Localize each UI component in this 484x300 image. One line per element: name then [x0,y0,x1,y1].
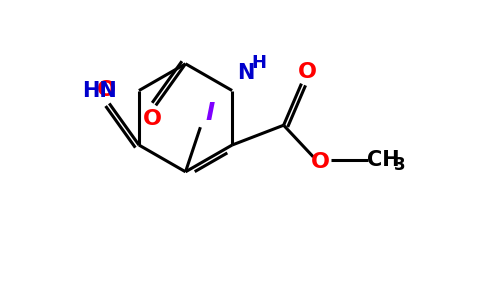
Text: O: O [311,152,330,172]
Text: I: I [206,101,215,125]
Text: O: O [97,80,116,100]
Text: HN: HN [82,81,117,100]
Text: 3: 3 [393,156,405,174]
Text: O: O [143,109,162,129]
Text: O: O [298,62,317,82]
Text: N: N [237,63,255,83]
Text: CH: CH [367,150,400,170]
Text: H: H [251,54,266,72]
